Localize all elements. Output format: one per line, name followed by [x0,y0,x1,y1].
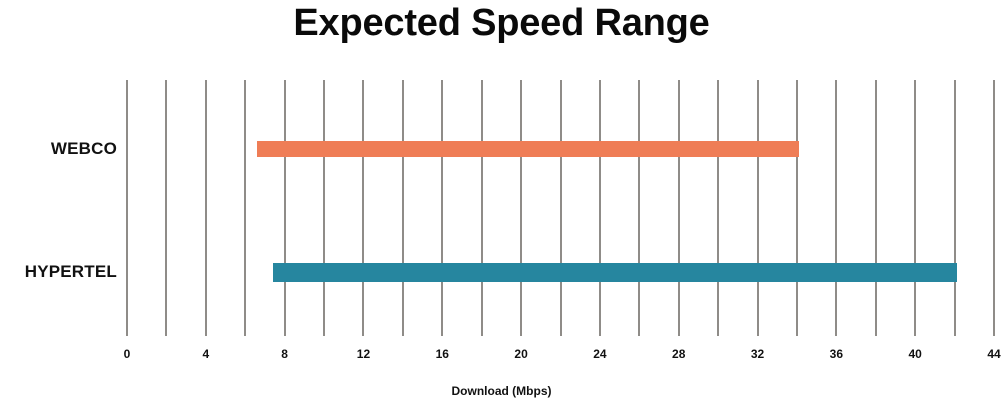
x-axis-title: Download (Mbps) [451,384,552,398]
gridline [677,80,680,336]
gridline [401,80,404,336]
gridline [795,80,798,336]
x-tick-label: 32 [750,347,765,361]
x-tick-label: 8 [281,347,288,361]
x-tick-label: 28 [672,347,686,361]
gridline [204,80,207,336]
x-tick-label: 0 [123,347,131,361]
gridline [480,80,483,336]
gridline [756,80,759,336]
x-tick-label: 20 [514,347,528,361]
x-tick-label: 36 [829,347,844,361]
gridline [362,80,365,336]
gridline [244,80,247,336]
gridline [717,80,720,336]
gridline [283,80,286,336]
gridline [126,80,128,336]
gridline [638,80,641,336]
x-tick-label: 12 [356,347,371,361]
gridline [993,80,995,336]
gridline [598,80,601,336]
range-bar [272,262,957,282]
gridline [559,80,562,336]
x-tick-label: 4 [202,347,210,361]
gridline [914,80,917,336]
gridline [165,80,168,336]
x-tick-label: 16 [435,347,449,361]
gridline [953,80,956,336]
range-bar [257,141,799,157]
x-tick-label: 24 [593,347,607,361]
category-label-webco: WEBCO [50,139,117,158]
chart-title: Expected Speed Range [293,2,710,44]
gridline [874,80,877,336]
x-tick-label: 44 [987,347,1001,361]
category-label-hypertel: HYPERTEL [24,262,117,281]
gridline [835,80,838,336]
gridline [441,80,444,336]
gridline [323,80,326,336]
x-tick-label: 40 [908,347,922,361]
gridline [520,80,523,336]
